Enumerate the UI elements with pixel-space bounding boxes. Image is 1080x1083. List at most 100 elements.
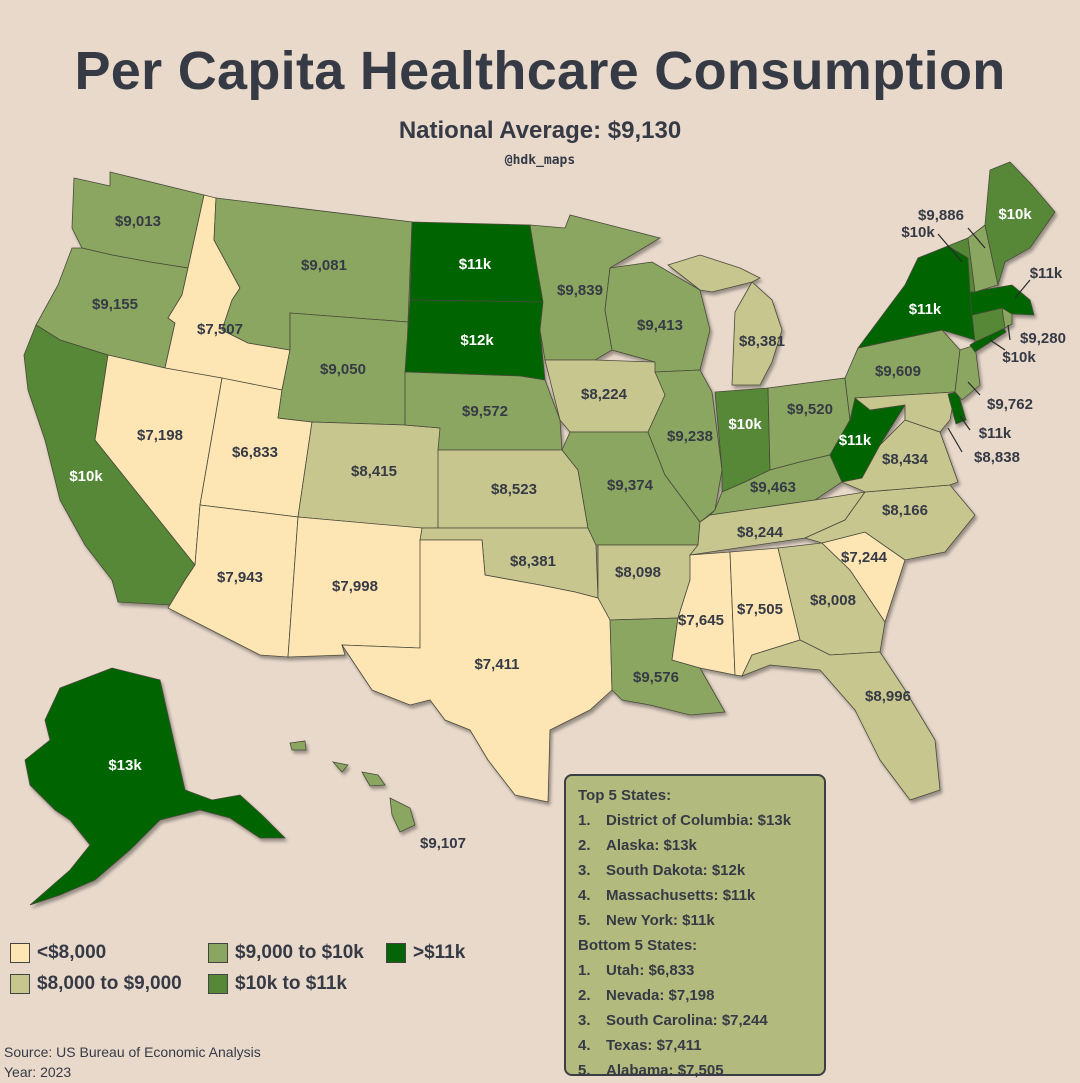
legend-swatch [208,943,228,963]
label-SC: $7,244 [841,549,888,566]
label-ID: $7,507 [197,321,243,338]
label-WY: $9,050 [320,361,366,378]
rank-number: 5. [578,912,591,929]
rank-text: Utah: $6,833 [606,962,695,979]
rank-text: Nevada: $7,198 [606,987,715,1004]
bottom-heading: Bottom 5 States: [578,937,698,954]
label-IL: $9,238 [667,428,713,445]
map-title: Per Capita Healthcare Consumption [74,41,1006,101]
top-row: 1. District of Columbia: $13k [578,808,824,833]
label-KS: $8,523 [491,481,537,498]
label-OK: $8,381 [510,553,556,570]
state-MT [213,197,413,351]
state-ME [984,161,1056,287]
rank-number: 2. [578,987,591,1004]
leader-lines [937,227,1031,453]
legend-item-8000-9000: $8,000 to $9,000 [10,973,182,995]
label-IN: $10k [728,416,762,433]
bottom-row: 3. South Carolina: $7,244 [578,1008,824,1033]
source-line: Source: US Bureau of Economic Analysis [4,1044,261,1060]
rank-number: 4. [578,887,591,904]
legend-swatch [208,974,228,994]
label-WI: $9,413 [637,317,683,334]
rank-number: 4. [578,1037,591,1054]
label-CT: $10k [1002,349,1036,366]
state-IL [647,369,723,523]
bottom-row: 4. Texas: $7,411 [578,1033,824,1058]
state-FL [741,639,941,801]
label-LA: $9,576 [633,669,679,686]
label-IA: $8,224 [581,386,628,403]
label-AL: $7,505 [737,601,783,618]
label-NC: $8,166 [882,502,928,519]
state-VA [841,419,959,493]
label-SD: $12k [460,332,494,349]
label-MN: $9,839 [557,282,603,299]
label-NE: $9,572 [462,403,508,420]
top-row: 2. Alaska: $13k [578,833,824,858]
label-WV: $11k [839,432,872,449]
label-NH: $9,886 [918,207,964,224]
rank-number: 5. [578,1062,591,1079]
label-MO: $9,374 [607,477,654,494]
legend-label: $9,000 to $10k [235,942,364,963]
state-TX [341,539,613,803]
label-MS: $7,645 [678,612,724,629]
legend-item-gt11k: >$11k [386,942,465,964]
rank-number: 3. [578,862,591,879]
state-VT [947,237,976,293]
label-WA: $9,013 [115,213,161,230]
state-WI [604,261,711,373]
label-VT: $10k [901,224,935,241]
label-VA: $8,434 [882,451,929,468]
legend-swatch [10,943,30,963]
year-line: Year: 2023 [4,1064,72,1080]
state-HI-4 [289,740,307,751]
label-TN: $8,244 [737,524,784,541]
legend-item-lt8000: <$8,000 [10,942,106,964]
legend: <$8,000 $8,000 to $9,000 $9,000 to $10k … [10,940,530,1002]
label-MI: $8,381 [739,333,785,350]
state-MA [969,284,1035,316]
label-NV: $7,198 [137,427,183,444]
top-heading: Top 5 States: [578,787,672,804]
label-GA: $8,008 [810,592,856,609]
rank-text: Massachusetts: $11k [606,887,756,904]
label-AR: $8,098 [615,564,661,581]
label-ME: $10k [998,206,1032,223]
bottom-row: 2. Nevada: $7,198 [578,983,824,1008]
label-RI: $9,280 [1020,330,1066,347]
legend-label: $10k to $11k [235,973,347,994]
state-HI-3 [331,761,349,773]
label-CA: $10k [69,468,103,485]
label-NY: $11k [909,301,942,318]
state-NY [857,245,976,349]
rank-number: 1. [578,962,591,979]
label-MT: $9,081 [301,257,347,274]
label-ND: $11k [459,256,492,273]
label-OR: $9,155 [92,296,138,313]
label-CO: $8,415 [351,463,397,480]
label-KY: $9,463 [750,479,796,496]
rank-number: 3. [578,1012,591,1029]
label-FL: $8,996 [865,688,911,705]
rank-number: 1. [578,812,591,829]
label-AZ: $7,943 [217,569,263,586]
top-row: 4. Massachusetts: $11k [578,883,824,908]
rank-text: Alabama: $7,505 [606,1062,724,1079]
legend-swatch [386,943,406,963]
label-NM: $7,998 [332,578,378,595]
bottom-row: 1. Utah: $6,833 [578,958,824,983]
state-DE [947,391,967,425]
label-HI: $9,107 [420,835,466,852]
state-MI [731,281,783,386]
state-AK [24,667,286,906]
state-NC [803,484,976,561]
label-PA: $9,609 [875,363,921,380]
label-AK: $13k [108,757,142,774]
label-OH: $9,520 [787,401,833,418]
rank-text: South Dakota: $12k [606,862,746,879]
top-row: 3. South Dakota: $12k [578,858,824,883]
legend-label: >$11k [413,942,466,963]
